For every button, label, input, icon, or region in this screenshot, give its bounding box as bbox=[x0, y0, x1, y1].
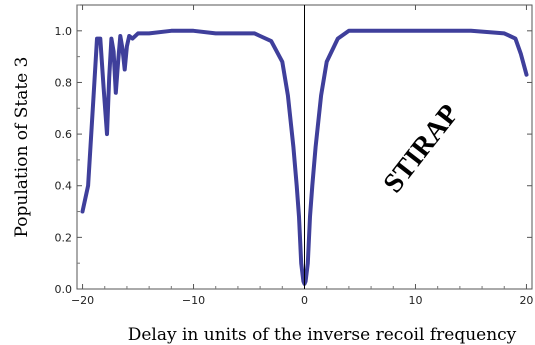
x-tick-label: 20 bbox=[519, 294, 533, 307]
y-tick-label: 0.0 bbox=[55, 283, 73, 296]
x-tick-label: 10 bbox=[408, 294, 422, 307]
y-tick-label: 0.6 bbox=[55, 128, 73, 141]
annotation-stirap: STIRAP bbox=[377, 99, 465, 199]
y-axis-label: Population of State 3 bbox=[12, 57, 32, 238]
y-tick-label: 0.8 bbox=[55, 76, 73, 89]
y-tick-label: 0.2 bbox=[55, 231, 73, 244]
y-tick-label: 0.4 bbox=[55, 180, 73, 193]
x-axis-label: Delay in units of the inverse recoil fre… bbox=[128, 325, 517, 345]
series-layer bbox=[80, 28, 529, 286]
x-tick-label: −20 bbox=[71, 294, 94, 307]
population-line bbox=[80, 28, 529, 286]
y-tick-label: 1.0 bbox=[55, 25, 73, 38]
x-tick-label: 0 bbox=[301, 294, 308, 307]
axis-ticks: −20 −10 0 10 20 0.0 0.2 0.4 0.6 0.8 1.0 bbox=[55, 4, 533, 307]
x-tick-label: −10 bbox=[182, 294, 205, 307]
